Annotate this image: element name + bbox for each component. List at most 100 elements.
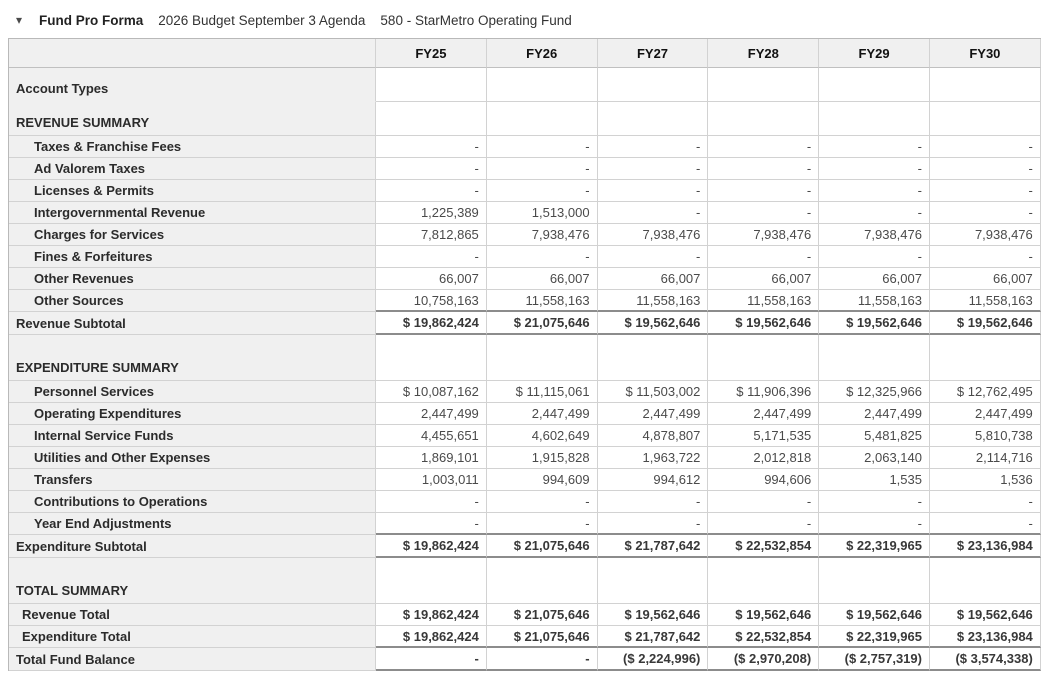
row-label: Revenue Total: [9, 604, 376, 626]
table-row: Taxes & Franchise Fees - - - - - -: [9, 136, 1041, 158]
cell-value: 994,609: [486, 469, 598, 491]
cell-value: -: [597, 246, 709, 268]
table-row: Utilities and Other Expenses 1,869,101 1,9…: [9, 447, 1041, 469]
row-label: TOTAL SUMMARY: [9, 558, 376, 604]
table-row: Account Types: [9, 68, 1041, 102]
table-row: Expenditure Subtotal $ 19,862,424 $ 21,075…: [9, 535, 1041, 558]
cell-value: 7,938,476: [819, 224, 930, 246]
cell-value: -: [376, 158, 487, 180]
row-label: Fines & Forfeitures: [9, 246, 376, 268]
cell-value: $ 21,787,642: [597, 626, 709, 648]
cell-value: -: [597, 202, 709, 224]
column-header-fy26: FY26: [486, 39, 598, 68]
cell-value: -: [929, 246, 1041, 268]
cell-value: 7,938,476: [597, 224, 709, 246]
cell-value: [597, 558, 709, 604]
cell-value: -: [486, 158, 598, 180]
cell-value: -: [708, 491, 820, 513]
cell-value: [486, 335, 598, 381]
cell-value: 11,558,163: [486, 290, 598, 312]
row-label: Ad Valorem Taxes: [9, 158, 376, 180]
table-row: Personnel Services $ 10,087,162 $ 11,115,0…: [9, 381, 1041, 403]
cell-value: 2,447,499: [929, 403, 1041, 425]
row-label: Utilities and Other Expenses: [9, 447, 376, 469]
table-row: Expenditure Total $ 19,862,424 $ 21,075,64…: [9, 626, 1041, 648]
report-title: Fund Pro Forma: [39, 12, 144, 28]
cell-value: $ 21,075,646: [486, 312, 598, 335]
cell-value: 1,225,389: [376, 202, 487, 224]
cell-value: $ 19,862,424: [376, 535, 487, 558]
table-row: Contributions to Operations - - - - - -: [9, 491, 1041, 513]
cell-value: 7,938,476: [708, 224, 820, 246]
cell-value: $ 12,762,495: [929, 381, 1041, 403]
cell-value: -: [376, 246, 487, 268]
cell-value: 11,558,163: [708, 290, 820, 312]
report-subtitle-fund: 580 - StarMetro Operating Fund: [380, 12, 572, 28]
pro-forma-table: FY25 FY26 FY27 FY28 FY29 FY30 Account Types RE…: [8, 38, 1041, 671]
cell-value: 1,003,011: [376, 469, 487, 491]
cell-value: 66,007: [486, 268, 598, 290]
cell-value: 1,869,101: [376, 447, 487, 469]
cell-value: [819, 558, 930, 604]
cell-value: -: [819, 180, 930, 202]
table-row: Ad Valorem Taxes - - - - - -: [9, 158, 1041, 180]
cell-value: -: [929, 513, 1041, 535]
cell-value: -: [929, 491, 1041, 513]
cell-value: -: [486, 136, 598, 158]
row-label: Charges for Services: [9, 224, 376, 246]
cell-value: $ 22,319,965: [819, 626, 930, 648]
cell-value: [486, 102, 598, 136]
cell-value: [929, 102, 1041, 136]
row-label: Total Fund Balance: [9, 648, 376, 671]
cell-value: -: [819, 513, 930, 535]
cell-value: 5,481,825: [819, 425, 930, 447]
cell-value: $ 19,862,424: [376, 626, 487, 648]
cell-value: -: [376, 491, 487, 513]
cell-value: -: [708, 513, 820, 535]
column-header-fy29: FY29: [819, 39, 930, 68]
column-header-fy28: FY28: [708, 39, 820, 68]
table-row: Revenue Subtotal $ 19,862,424 $ 21,075,646…: [9, 312, 1041, 335]
cell-value: $ 19,862,424: [376, 604, 487, 626]
report-title-bar: ▾ Fund Pro Forma 2026 Budget September 3…: [8, 8, 1040, 32]
table-row: Revenue Total $ 19,862,424 $ 21,075,646 $ 1…: [9, 604, 1041, 626]
page: ▾ Fund Pro Forma 2026 Budget September 3…: [8, 8, 1041, 671]
cell-value: -: [929, 136, 1041, 158]
cell-value: $ 19,562,646: [708, 604, 820, 626]
label-column-header: [9, 39, 376, 68]
cell-value: [597, 102, 709, 136]
collapse-caret-icon[interactable]: ▾: [15, 13, 23, 27]
row-label: Operating Expenditures: [9, 403, 376, 425]
row-label: Other Revenues: [9, 268, 376, 290]
table-row: Year End Adjustments - - - - - -: [9, 513, 1041, 535]
column-header-fy25: FY25: [376, 39, 487, 68]
cell-value: 66,007: [929, 268, 1041, 290]
row-label: Licenses & Permits: [9, 180, 376, 202]
row-label: Other Sources: [9, 290, 376, 312]
cell-value: -: [819, 136, 930, 158]
cell-value: [708, 102, 820, 136]
cell-value: 2,447,499: [486, 403, 598, 425]
cell-value: 4,602,649: [486, 425, 598, 447]
cell-value: [819, 335, 930, 381]
row-label: Transfers: [9, 469, 376, 491]
cell-value: $ 11,115,061: [486, 381, 598, 403]
cell-value: [819, 68, 930, 102]
cell-value: -: [708, 202, 820, 224]
cell-value: -: [929, 158, 1041, 180]
cell-value: $ 21,075,646: [486, 626, 598, 648]
cell-value: 1,536: [929, 469, 1041, 491]
row-label: Personnel Services: [9, 381, 376, 403]
cell-value: 1,535: [819, 469, 930, 491]
cell-value: 5,171,535: [708, 425, 820, 447]
table-row: Fines & Forfeitures - - - - - -: [9, 246, 1041, 268]
cell-value: 10,758,163: [376, 290, 487, 312]
cell-value: 2,447,499: [708, 403, 820, 425]
table-row: Transfers 1,003,011 994,609 994,612 994,606 1…: [9, 469, 1041, 491]
cell-value: -: [486, 513, 598, 535]
table-row: TOTAL SUMMARY: [9, 558, 1041, 604]
cell-value: 994,606: [708, 469, 820, 491]
cell-value: -: [597, 513, 709, 535]
cell-value: $ 19,562,646: [597, 604, 709, 626]
cell-value: [929, 335, 1041, 381]
